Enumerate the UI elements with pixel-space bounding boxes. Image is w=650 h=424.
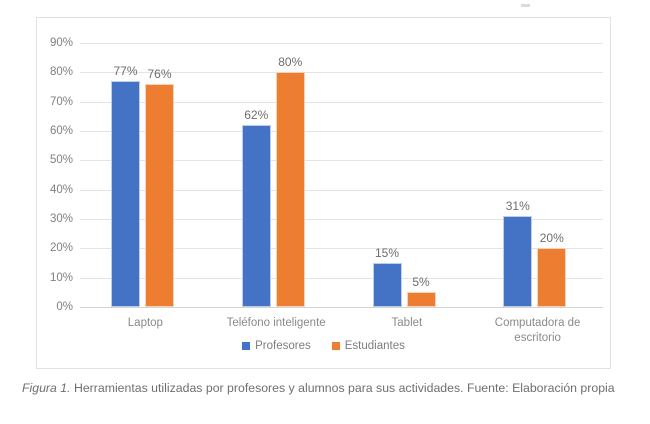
bar-estudiantes-3[interactable]: 20% xyxy=(537,231,567,307)
bar-profesores-2[interactable]: 15% xyxy=(372,246,402,307)
gridline-30% xyxy=(80,219,603,220)
y-axis-tick-label: 30% xyxy=(49,213,73,225)
bar-rect xyxy=(275,72,305,307)
bar-rect xyxy=(537,248,567,307)
y-axis-tick-label: 0% xyxy=(56,301,73,313)
legend-swatch-profesores xyxy=(242,342,251,350)
bar-value-label: 62% xyxy=(244,108,269,123)
bar-rect xyxy=(145,84,174,307)
bar-value-label: 77% xyxy=(113,64,138,79)
bar-profesores-1[interactable]: 62% xyxy=(241,108,271,307)
bar-value-label: 15% xyxy=(374,246,400,260)
y-axis-tick-label: 80% xyxy=(49,66,73,79)
gridline-80% xyxy=(80,72,603,74)
chart-plot-area: 0% 10% 20% 30% 40% 50% 60% 70% 80% 90% 77% 76% Lapto… xyxy=(50,37,603,344)
bar-estudiantes-2[interactable]: 5% xyxy=(406,275,436,307)
y-axis-tick-label: 40% xyxy=(49,183,73,196)
gridline-90% xyxy=(80,43,603,44)
gridline-70% xyxy=(80,101,603,103)
x-axis-category-label: Teléfono inteligente xyxy=(226,317,326,329)
gridline-60% xyxy=(80,131,603,132)
bar-value-label: 80% xyxy=(278,55,303,70)
y-axis-tick-label: 10% xyxy=(49,271,73,284)
gridline-40% xyxy=(80,189,603,191)
y-axis-tick-label: 60% xyxy=(49,125,73,137)
x-axis-category-label: Computadora de escritorio xyxy=(494,317,581,344)
gridline-20% xyxy=(80,248,603,250)
bar-rect xyxy=(406,292,436,307)
gridline-50% xyxy=(80,160,603,162)
y-axis-tick-label: 90% xyxy=(49,37,73,49)
x-axis-category-label: Laptop xyxy=(127,317,163,329)
page-artifact-mark xyxy=(521,4,530,7)
chart-frame: 0% 10% 20% 30% 40% 50% 60% 70% 80% 90% 77% 76% Lapto… xyxy=(36,17,611,369)
chart-category-group: 62% 80% Teléfono inteligente xyxy=(211,43,342,329)
bar-profesores-0[interactable]: 77% xyxy=(111,64,140,307)
legend-item-estudiantes[interactable]: Estudiantes xyxy=(331,340,405,352)
chart-category-group: 15% 5% Tablet xyxy=(342,43,473,329)
y-axis-tick-label: 20% xyxy=(49,242,73,255)
figure-caption-text: Herramientas utilizadas por profesores y… xyxy=(70,381,615,395)
gridline-0% xyxy=(80,307,603,308)
bar-value-label: 20% xyxy=(539,231,564,246)
x-axis-category-label: Tablet xyxy=(391,317,423,329)
bar-rect xyxy=(111,81,140,307)
bar-rect xyxy=(241,125,271,307)
figure-caption: Figura 1. Herramientas utilizadas por pr… xyxy=(22,380,634,397)
bar-rect xyxy=(372,263,402,307)
legend-swatch-estudiantes xyxy=(331,342,340,350)
y-axis-tick-label: 50% xyxy=(49,154,73,167)
bar-estudiantes-1[interactable]: 80% xyxy=(275,55,305,307)
figure-caption-label: Figura 1. xyxy=(22,381,71,395)
bar-value-label: 31% xyxy=(505,199,530,214)
bar-estudiantes-0[interactable]: 76% xyxy=(145,67,174,307)
chart-legend: Profesores Estudiantes xyxy=(37,340,610,352)
chart-category-group: 31% 20% Computadora de escritorio xyxy=(472,43,603,344)
bar-value-label: 76% xyxy=(147,67,172,82)
chart-category-group: 77% 76% Laptop xyxy=(80,43,211,329)
bar-profesores-3[interactable]: 31% xyxy=(503,199,533,307)
legend-label-estudiantes: Estudiantes xyxy=(344,340,405,352)
bar-rect xyxy=(503,216,533,307)
y-axis-tick-label: 70% xyxy=(49,95,73,108)
legend-item-profesores[interactable]: Profesores xyxy=(242,340,311,352)
bar-value-label: 5% xyxy=(412,275,430,290)
legend-label-profesores: Profesores xyxy=(255,340,311,352)
gridline-10% xyxy=(80,277,603,279)
